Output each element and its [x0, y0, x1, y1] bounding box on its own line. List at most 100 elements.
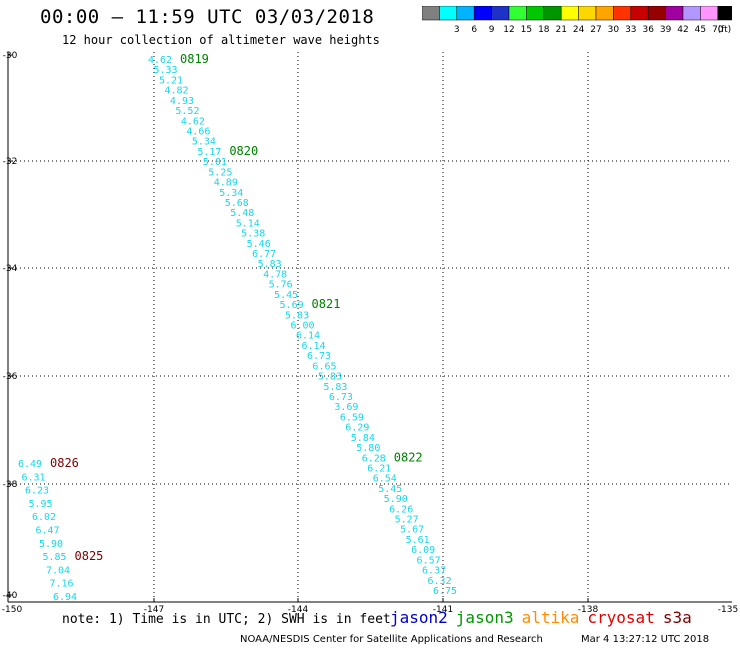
- wave-height-value: 5.25: [208, 167, 232, 178]
- wave-height-value: 6.09: [411, 545, 435, 556]
- wave-height-value: 4.93: [170, 96, 194, 107]
- legend-jason2: jason2: [390, 608, 448, 627]
- wave-height-value: 4.82: [164, 86, 188, 97]
- longitude-label: -147: [144, 605, 164, 615]
- wave-height-value: 6.31: [22, 472, 46, 483]
- wave-height-value: 5.80: [356, 443, 380, 454]
- wave-height-value: 5.83: [318, 372, 342, 383]
- colorbar-label: 39: [660, 25, 672, 35]
- wave-height-value: 6.29: [345, 423, 369, 434]
- wave-height-value: 6.14: [296, 331, 320, 342]
- wave-height-value: 6.14: [301, 341, 325, 352]
- latitude-label: -38: [3, 480, 18, 490]
- wave-height-value: 6.00: [291, 321, 315, 332]
- pass-time-label: 0820: [229, 144, 258, 158]
- generation-timestamp: Mar 4 13:27:12 UTC 2018: [581, 634, 710, 645]
- wave-height-value: 5.90: [384, 494, 408, 505]
- legend-s3a: s3a: [662, 608, 692, 627]
- wave-height-value: 5.14: [236, 218, 260, 229]
- wave-height-value: 5.52: [175, 106, 199, 117]
- colorbar-label: 27: [590, 25, 601, 35]
- longitude-label: -144: [288, 605, 309, 615]
- wave-height-value: 5.27: [395, 515, 419, 526]
- wave-height-value: 5.69: [280, 300, 304, 311]
- wave-height-value: 4.62: [181, 116, 205, 127]
- wave-height-value: 6.37: [422, 566, 446, 577]
- longitude-label: -141: [433, 605, 453, 615]
- colorbar-label: 42: [677, 25, 688, 35]
- wave-height-value: 5.38: [241, 229, 265, 240]
- wave-height-value: 6.75: [433, 586, 457, 597]
- satellite-tracks: 4.625.335.214.824.935.524.624.665.345.17…: [18, 52, 457, 603]
- colorbar-label: 15: [521, 25, 532, 35]
- pass-time-label: 0819: [180, 52, 209, 66]
- wave-height-value: 6.28: [362, 453, 386, 464]
- credit-line: NOAA/NESDIS Center for Satellite Applica…: [240, 634, 543, 645]
- wave-height-value: 6.54: [373, 474, 397, 485]
- wave-height-value: 4.78: [263, 269, 287, 280]
- wave-height-value: 5.90: [39, 539, 63, 550]
- wave-height-value: 6.21: [367, 463, 391, 474]
- wave-height-value: 6.47: [36, 526, 60, 537]
- wave-height-value: 5.68: [225, 198, 249, 209]
- wave-height-value: 4.62: [148, 55, 172, 66]
- colorbar-label: 6: [471, 25, 477, 35]
- latitude-label: -30: [3, 51, 18, 61]
- latitude-label: -40: [3, 591, 18, 601]
- colorbar-label: 70: [712, 25, 724, 35]
- colorbar-label: 24: [573, 25, 585, 35]
- wave-height-value: 5.95: [29, 499, 53, 510]
- wave-height-value: 6.77: [252, 249, 276, 260]
- axis-ticks: -30 -32 -34 -36 -38 -40 -150 -147 -144 -141 -138 -1…: [2, 51, 738, 615]
- wave-height-value: 6.23: [25, 486, 49, 497]
- colorbar-label: 12: [503, 25, 514, 35]
- wave-height-value: 6.65: [312, 361, 336, 372]
- wave-height-value: 6.94: [53, 592, 77, 603]
- wave-height-value: 7.04: [46, 565, 70, 576]
- map-grid: [8, 52, 732, 602]
- wave-height-value: 6.73: [329, 392, 353, 403]
- latitude-label: -32: [3, 157, 18, 167]
- wave-height-value: 6.02: [32, 512, 56, 523]
- wave-height-value: 5.17: [197, 147, 221, 158]
- pass-time-label: 0822: [394, 450, 423, 464]
- pass-time-label: 0821: [312, 297, 341, 311]
- colorbar-label: 18: [538, 25, 550, 35]
- wave-height-value: 5.48: [230, 208, 254, 219]
- wave-height-value: 5.01: [203, 157, 227, 168]
- wave-height-value: 5.34: [192, 137, 216, 148]
- legend-jason3: jason3: [455, 608, 514, 627]
- legend-cryosat: cryosat: [587, 608, 655, 627]
- wave-height-value: 5.46: [247, 239, 271, 250]
- wave-height-value: 4.89: [214, 178, 238, 189]
- wave-height-value: 5.67: [400, 525, 424, 536]
- map-subtitle: 12 hour collection of altimeter wave hei…: [62, 33, 380, 47]
- wave-height-value: 6.57: [417, 555, 441, 566]
- wave-height-value: 5.61: [406, 535, 430, 546]
- pass-time-label: 0826: [50, 456, 79, 470]
- wave-height-value: 5.84: [351, 433, 375, 444]
- wave-height-value: 5.45: [274, 290, 298, 301]
- pass-time-label: 0825: [75, 549, 104, 563]
- footer-note: note: 1) Time is in UTC; 2) SWH is in fe…: [62, 612, 391, 627]
- wave-height-value: 5.83: [285, 310, 309, 321]
- longitude-label: -135: [718, 605, 738, 615]
- longitude-label: -138: [578, 605, 599, 615]
- wave-height-value: 3.69: [334, 402, 358, 413]
- colorbar-label: 33: [625, 25, 636, 35]
- wave-height-value: 4.66: [186, 126, 210, 137]
- wave-height-value: 5.45: [378, 484, 402, 495]
- satellite-track: 4.625.335.214.824.935.524.624.665.345.17…: [148, 52, 457, 597]
- wave-height-value: 5.83: [323, 382, 347, 393]
- colorbar-label: 45: [695, 25, 706, 35]
- wave-height-value: 5.33: [153, 65, 177, 76]
- wave-height-value: 5.85: [43, 552, 67, 563]
- wave-height-colorbar: 3 6 9 12 15 18 21 24 27 30 33 36 39 42 45 70(ft): [422, 6, 732, 35]
- legend-altika: altika: [521, 608, 580, 627]
- wave-height-value: 6.32: [428, 576, 452, 587]
- colorbar-unit: (ft): [718, 25, 732, 35]
- colorbar-label: 36: [642, 25, 654, 35]
- wave-height-value: 7.16: [50, 579, 74, 590]
- colorbar-label: 30: [608, 25, 620, 35]
